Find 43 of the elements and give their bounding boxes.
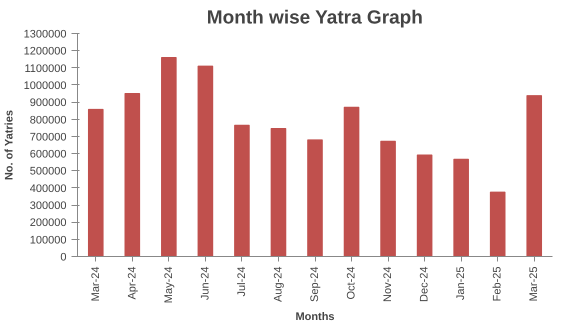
y-tick-label: 700000: [30, 131, 67, 144]
x-tick-label: Aug-24: [272, 266, 284, 302]
x-tick-label: Feb-25: [492, 266, 504, 302]
x-tick-label: Dec-24: [418, 266, 431, 302]
x-tick-label: Jun-24: [199, 266, 212, 300]
y-tick-label: 300000: [30, 200, 67, 212]
x-tick-label: Nov-24: [382, 266, 394, 302]
x-axis-title: Months: [295, 311, 335, 324]
x-tick-label: Jan-25: [455, 266, 468, 300]
bar: [526, 95, 542, 256]
x-tick-label: May-24: [162, 266, 175, 304]
bar: [270, 128, 286, 256]
x-tick-label: Oct-24: [346, 266, 358, 300]
x-tick-label: Mar-24: [90, 266, 102, 302]
y-tick-label: 1100000: [24, 62, 67, 75]
y-tick-label: 0: [60, 252, 67, 264]
x-tick-label: Sep-24: [309, 266, 321, 302]
y-axis-title: No. of Yatries: [4, 110, 16, 180]
bar: [161, 57, 177, 256]
y-tick-label: 1000000: [24, 80, 67, 92]
chart-title: Month wise Yatra Graph: [206, 8, 423, 28]
x-tick-label: Jul-24: [236, 266, 248, 296]
y-tick-label: 1200000: [24, 46, 67, 58]
bar: [416, 154, 432, 256]
bar: [490, 192, 506, 256]
y-tick-label: 500000: [30, 166, 67, 178]
bar: [88, 108, 104, 256]
y-tick-label: 100000: [30, 234, 67, 246]
y-tick-label: 200000: [30, 217, 67, 230]
y-tick-label: 800000: [30, 114, 67, 126]
y-tick-label: 600000: [30, 148, 67, 161]
bar: [234, 124, 250, 256]
x-tick-label: Mar-25: [528, 266, 540, 302]
bar: [198, 66, 214, 256]
x-tick-label: Apr-24: [126, 266, 138, 300]
bar: [344, 106, 360, 256]
y-tick-label: 400000: [30, 182, 67, 195]
y-tick-label: 1300000: [24, 28, 67, 40]
bar: [380, 140, 396, 256]
y-tick-label: 900000: [30, 97, 67, 110]
bar: [307, 139, 323, 256]
bar: [453, 158, 469, 256]
bar: [124, 93, 140, 256]
